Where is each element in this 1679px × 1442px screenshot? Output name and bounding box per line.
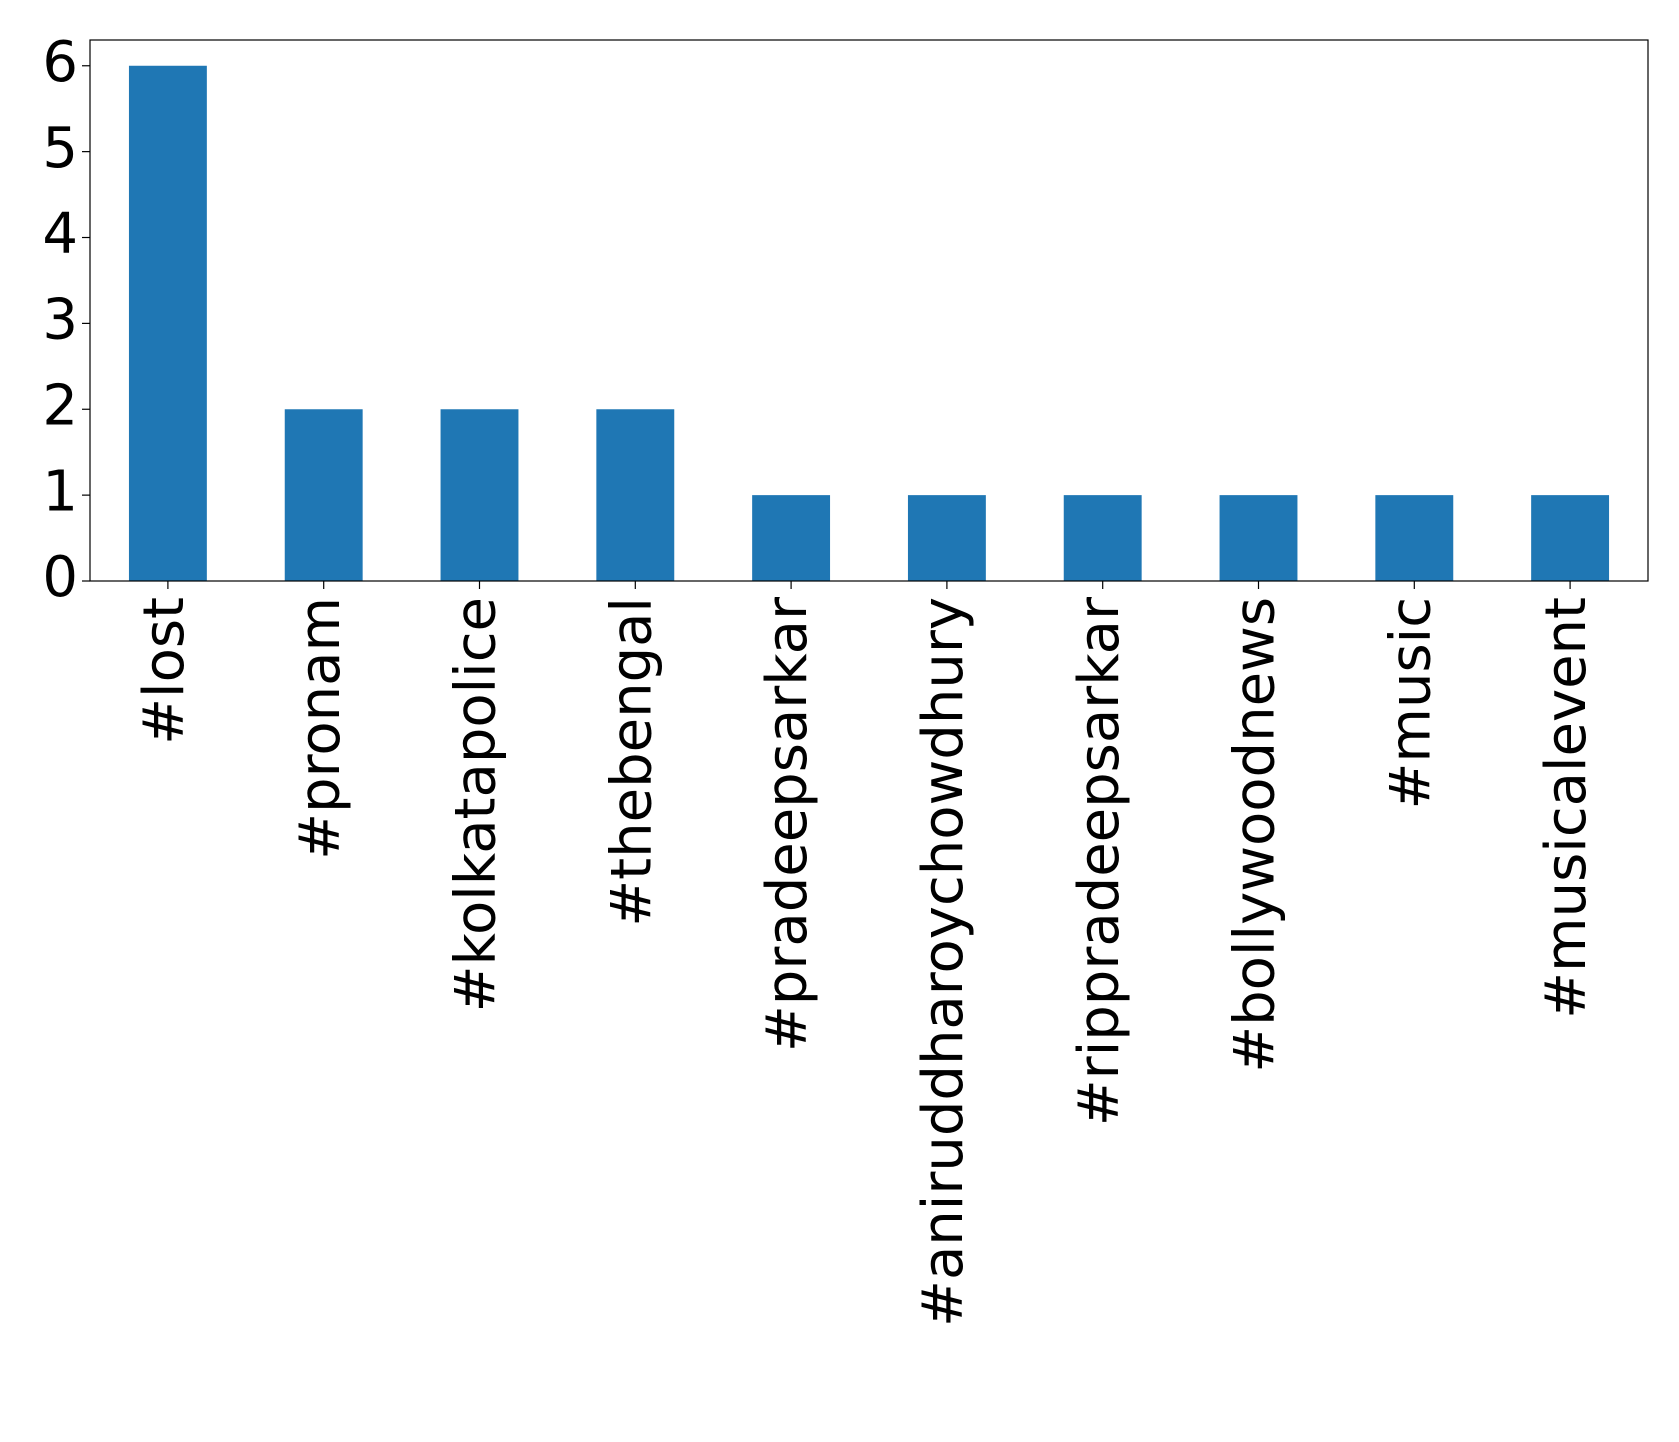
y-tick-label: 6 bbox=[42, 30, 78, 95]
y-tick-label: 1 bbox=[42, 459, 78, 524]
x-tick-label: #music bbox=[1378, 597, 1443, 810]
bar bbox=[1531, 495, 1610, 581]
bar bbox=[1063, 495, 1142, 581]
plot-frame bbox=[89, 39, 1649, 582]
y-tick-label: 4 bbox=[42, 202, 78, 267]
bar bbox=[128, 65, 207, 581]
x-tick-label: #thebengal bbox=[599, 597, 664, 927]
y-tick-label: 3 bbox=[42, 288, 78, 353]
x-tick-label: #bollywoodnews bbox=[1223, 597, 1288, 1073]
y-tick-label: 0 bbox=[42, 545, 78, 610]
bar bbox=[1375, 495, 1454, 581]
x-tick-label: #rippradeepsarkar bbox=[1067, 596, 1132, 1126]
y-tick-label: 2 bbox=[42, 373, 78, 438]
x-tick-label: #aniruddharoychowdhury bbox=[911, 597, 976, 1327]
bar bbox=[1219, 495, 1298, 581]
x-tick-label: #kolkatapolice bbox=[444, 597, 509, 1012]
bar bbox=[752, 495, 831, 581]
y-tick-label: 5 bbox=[42, 116, 78, 181]
x-tick-label: #musicalevent bbox=[1534, 597, 1599, 1019]
x-tick-label: #lost bbox=[132, 597, 197, 745]
x-tick-label: #pradeepsarkar bbox=[755, 596, 820, 1052]
bar bbox=[907, 495, 986, 581]
x-tick-label: #pronam bbox=[288, 597, 353, 860]
bar bbox=[440, 409, 519, 581]
bar bbox=[596, 409, 675, 581]
bar bbox=[284, 409, 363, 581]
